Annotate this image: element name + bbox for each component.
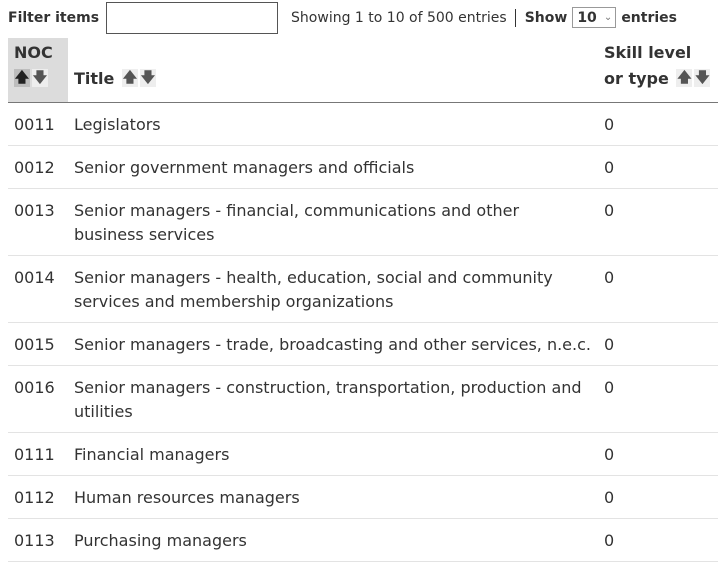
cell-noc: 0011 [8, 102, 68, 146]
cell-skill: 0 [598, 432, 718, 476]
column-header-title-label: Title [74, 69, 115, 88]
cell-title: Senior managers - trade, broadcasting an… [68, 322, 598, 366]
chevron-down-icon: ⌄ [603, 12, 613, 23]
table-row: 0113 Purchasing managers 0 [8, 518, 718, 562]
cell-title: Senior managers - construction, transpor… [68, 365, 598, 433]
cell-noc: 0014 [8, 255, 68, 323]
cell-skill: 0 [598, 322, 718, 366]
cell-title: Human resources managers [68, 475, 598, 519]
down-arrow-icon[interactable]: 🡇 [139, 68, 156, 87]
down-arrow-icon[interactable]: 🡇 [694, 68, 711, 87]
cell-noc: 0016 [8, 365, 68, 433]
cell-skill: 0 [598, 255, 718, 323]
cell-title: Purchasing managers [68, 518, 598, 562]
cell-skill: 0 [598, 518, 718, 562]
entries-label: entries [621, 9, 677, 26]
down-arrow-icon[interactable]: 🡇 [32, 68, 48, 87]
cell-noc: 0111 [8, 432, 68, 476]
column-header-noc-label: NOC [14, 43, 53, 62]
page-size-value: 10 [577, 9, 597, 26]
table-row: 0013 Senior managers - financial, commun… [8, 188, 718, 256]
table-row: 0016 Senior managers - construction, tra… [8, 365, 718, 433]
cell-noc: 0012 [8, 145, 68, 189]
table-row: 0112 Human resources managers 0 [8, 475, 718, 519]
cell-skill: 0 [598, 188, 718, 256]
cell-title: Legislators [68, 102, 598, 146]
filter-input[interactable] [106, 1, 279, 34]
show-label: Show [524, 9, 568, 26]
column-header-noc[interactable]: NOC 🡅 🡇 [8, 38, 68, 103]
up-arrow-icon[interactable]: 🡅 [14, 68, 30, 87]
cell-noc: 0015 [8, 322, 68, 366]
column-header-title[interactable]: Title 🡅 🡇 [68, 38, 598, 103]
toolbar-divider [514, 8, 516, 27]
cell-title: Financial managers [68, 432, 598, 476]
cell-noc: 0112 [8, 475, 68, 519]
column-header-skill[interactable]: Skill level or type 🡅 🡇 [598, 38, 718, 103]
up-arrow-icon[interactable]: 🡅 [121, 68, 138, 87]
table-row: 0111 Financial managers 0 [8, 432, 718, 476]
table-toolbar: Filter items Showing 1 to 10 of 500 entr… [8, 1, 677, 34]
noc-sort-controls: 🡅 🡇 [14, 68, 48, 87]
cell-title: Senior managers - health, education, soc… [68, 255, 598, 323]
filter-label: Filter items [8, 9, 100, 26]
column-header-skill-label: Skill level or type [604, 43, 692, 88]
cell-noc: 0013 [8, 188, 68, 256]
header-row: NOC 🡅 🡇 Title 🡅 🡇 Skill level or type 🡅 … [8, 38, 718, 103]
up-arrow-icon[interactable]: 🡅 [676, 68, 693, 87]
cell-skill: 0 [598, 102, 718, 146]
cell-title: Senior government managers and officials [68, 145, 598, 189]
cell-noc: 0113 [8, 518, 68, 562]
cell-title: Senior managers - financial, communicati… [68, 188, 598, 256]
cell-skill: 0 [598, 475, 718, 519]
skill-sort-controls: 🡅 🡇 [676, 68, 711, 87]
page-size-select[interactable]: 10 ⌄ [572, 7, 617, 28]
table-row: 0015 Senior managers - trade, broadcasti… [8, 322, 718, 366]
cell-skill: 0 [598, 365, 718, 433]
table-row: 0012 Senior government managers and offi… [8, 145, 718, 189]
title-sort-controls: 🡅 🡇 [121, 68, 156, 87]
noc-table: NOC 🡅 🡇 Title 🡅 🡇 Skill level or type 🡅 … [8, 38, 718, 562]
table-row: 0011 Legislators 0 [8, 102, 718, 146]
entries-summary: Showing 1 to 10 of 500 entries [291, 9, 507, 26]
table-row: 0014 Senior managers - health, education… [8, 255, 718, 323]
cell-skill: 0 [598, 145, 718, 189]
